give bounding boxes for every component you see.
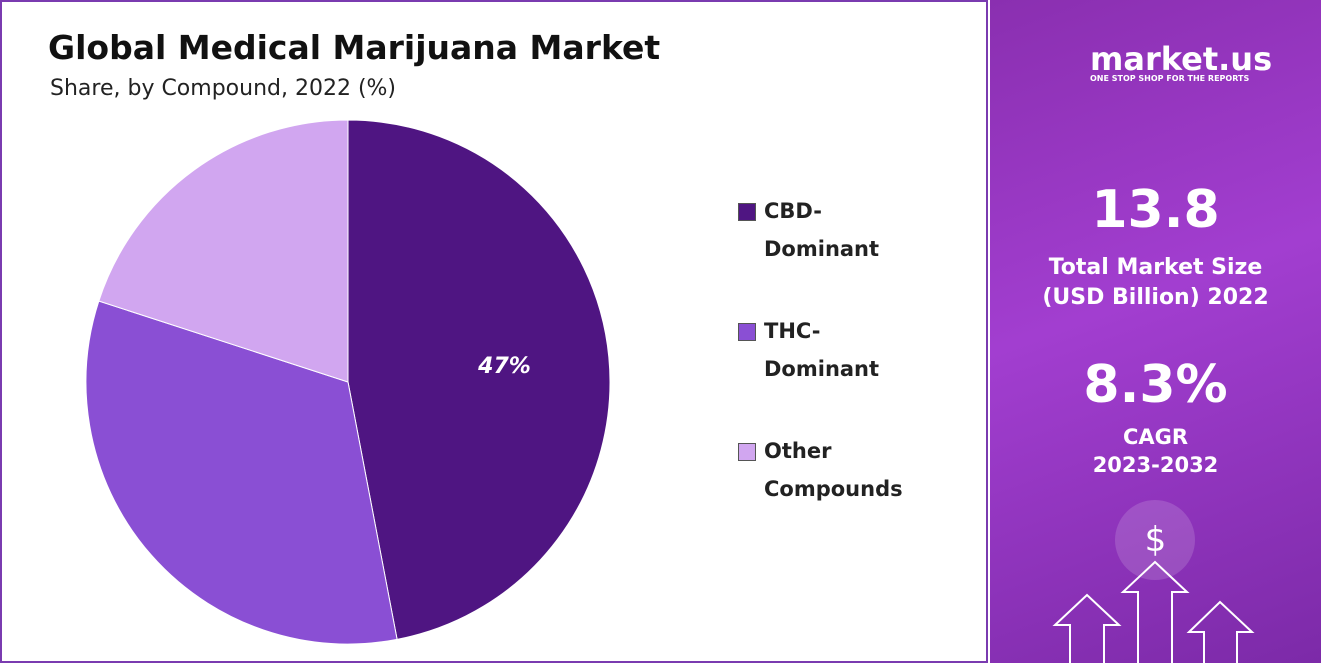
legend-label: Other Compounds xyxy=(764,439,903,501)
brand: market.us xyxy=(1090,40,1273,78)
market-size: 13.8 xyxy=(1091,180,1220,240)
legend-label: CBD-Dominant xyxy=(764,199,880,261)
arrows xyxy=(1052,560,1255,663)
cagr: 8.3% xyxy=(1083,355,1228,415)
legend-swatch xyxy=(738,203,756,221)
pie-slice xyxy=(85,300,398,645)
legend-item: Other Compounds xyxy=(738,432,978,508)
market-size-label: (USD Billion) 2022 xyxy=(1042,285,1269,310)
data-label: 47% xyxy=(477,354,531,379)
pie-chart: 47% xyxy=(85,119,611,645)
legend-swatch xyxy=(738,443,756,461)
legend-label: THC-Dominant xyxy=(764,319,880,381)
decoration xyxy=(1052,500,1255,663)
chart-title: Global Medical Marijuana Market xyxy=(48,28,661,67)
chart-panel: Global Medical Marijuana Market Share, b… xyxy=(0,0,988,663)
cagr-label: CAGR xyxy=(1122,425,1189,449)
pie-slice xyxy=(98,119,349,383)
side-panel: market.us ONE STOP SHOP FOR THE REPORTS … xyxy=(990,0,1321,663)
market-size-label: Total Market Size xyxy=(1048,255,1263,280)
icon-circle xyxy=(1115,500,1195,580)
chart-subtitle: Share, by Compound, 2022 (%) xyxy=(50,76,397,101)
legend-item: CBD-Dominant xyxy=(738,192,978,268)
legend-swatch xyxy=(738,323,756,341)
legend-item: THC-Dominant xyxy=(738,312,978,388)
cagr-period: 2023-2032 xyxy=(1092,453,1219,477)
dollar-icon: $ xyxy=(1144,520,1167,560)
tagline: ONE STOP SHOP FOR THE REPORTS xyxy=(1090,74,1250,83)
pie-slice xyxy=(347,119,611,640)
